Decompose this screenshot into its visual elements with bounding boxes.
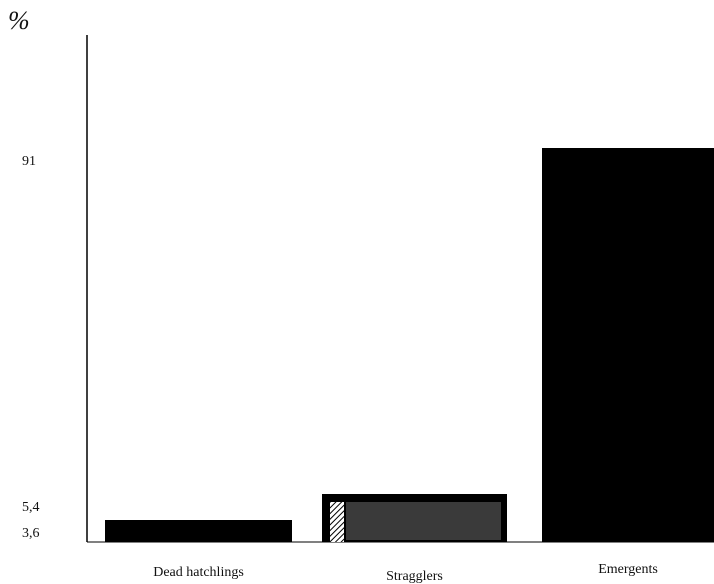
y-axis-unit-label: %: [8, 6, 30, 35]
stragglers-texture: [346, 502, 501, 540]
bar-dead-hatchlings: [105, 520, 292, 542]
y-tick-3-6: 3,6: [22, 526, 40, 541]
x-label-stragglers: Stragglers: [386, 569, 443, 584]
x-label-emergents: Emergents: [598, 562, 658, 577]
x-label-dead-hatchlings: Dead hatchlings: [153, 565, 244, 580]
y-tick-91: 91: [22, 154, 36, 169]
stragglers-hatch-texture: [330, 502, 344, 542]
bar-emergents: [542, 148, 714, 542]
y-tick-5-4: 5,4: [22, 500, 40, 515]
